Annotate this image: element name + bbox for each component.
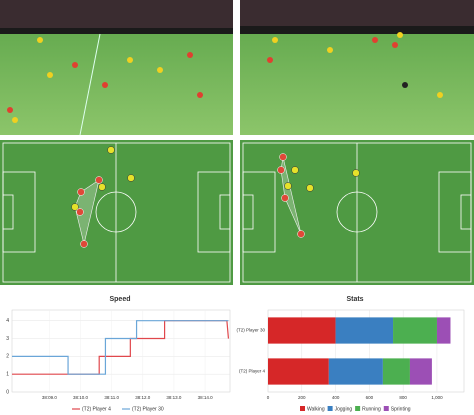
x-tick-label: 38:12.0 [135,395,151,400]
x-tick-label: 38:13.0 [166,395,182,400]
x-tick-label: 800 [399,395,407,400]
x-tick-label: 38:14.0 [198,395,214,400]
x-tick-label: 400 [332,395,340,400]
legend-swatch [355,406,361,411]
bar-segment [436,317,451,344]
bar-segment [382,358,410,385]
x-tick-label: 38:10.0 [73,395,89,400]
legend-label: (T2) Player 4 [82,406,111,412]
bar-segment [268,358,329,385]
bar-segment [268,317,336,344]
bar-segment [335,317,394,344]
legend-swatch [383,406,389,411]
bar-segment [393,317,437,344]
x-tick-label: 600 [366,395,374,400]
legend-label: Jogging [335,406,353,412]
y-tick-label: 0 [6,389,9,395]
chart-title: Speed [109,296,130,303]
pitch-left [0,140,233,285]
y-tick-label: (T2) Player 4 [239,369,266,374]
video-frame-right [240,0,474,135]
legend-label: Running [362,406,381,412]
y-tick-label: 1 [6,372,9,378]
x-tick-label: 200 [298,395,306,400]
y-tick-label: (T2) Player 30 [236,328,265,333]
legend-label: Walking [307,406,325,412]
y-tick-label: 4 [6,318,9,324]
legend-label: Sprinting [391,406,411,412]
chart-title: Stats [346,296,363,303]
video-frame-left [0,0,233,136]
legend-swatch [300,406,305,411]
y-tick-label: 2 [6,354,9,360]
x-tick-label: 38:09.0 [42,395,58,400]
bar-segment [409,358,432,385]
y-tick-label: 3 [6,336,9,342]
x-tick-label: 0 [267,395,270,400]
legend-swatch [327,406,333,411]
series-line [12,320,229,375]
pitch-right [240,140,474,285]
legend-label: (T2) Player 30 [132,406,164,412]
bar-segment [328,358,383,385]
plot-area [11,309,231,393]
x-tick-label: 38:11.0 [104,395,119,400]
x-tick-label: 1,000 [431,395,443,400]
